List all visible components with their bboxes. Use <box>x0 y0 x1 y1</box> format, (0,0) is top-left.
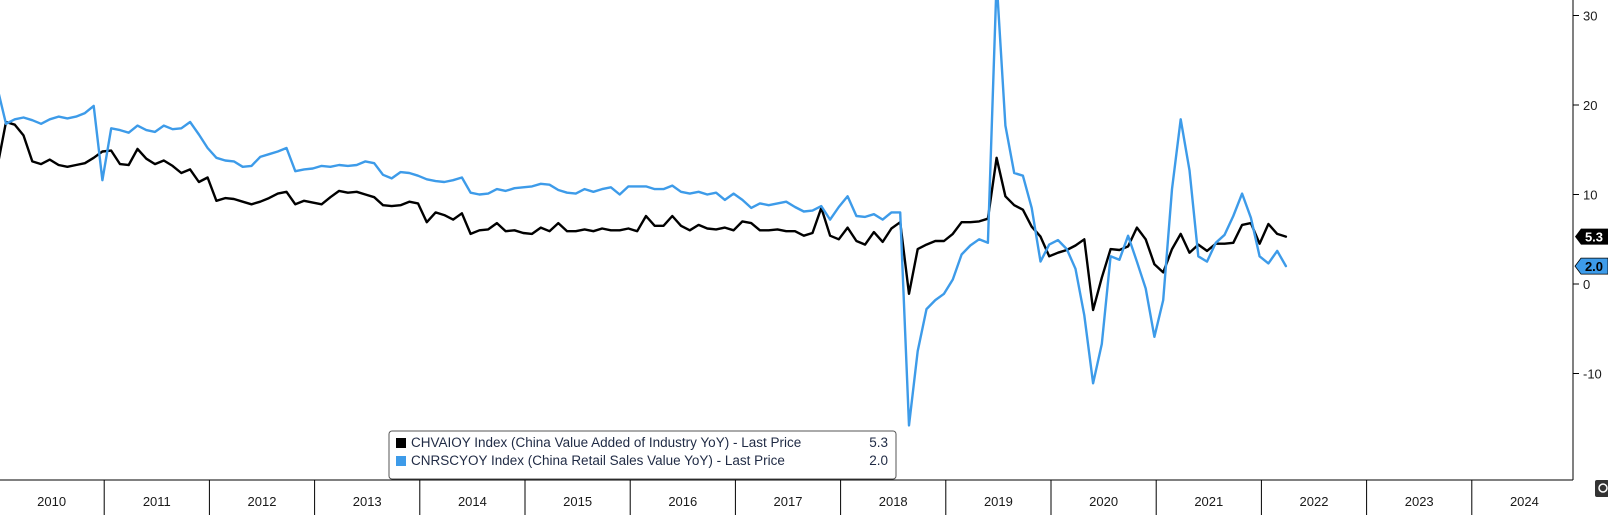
x-tick-label: 2013 <box>353 494 382 509</box>
last-price-tag-1: 5.3 <box>1575 228 1608 245</box>
chart-menu-button[interactable] <box>1595 480 1608 497</box>
series-line-2 <box>0 0 1288 427</box>
x-tick-label: 2018 <box>879 494 908 509</box>
x-tick-label: 2011 <box>143 494 171 509</box>
x-tick-label: 2016 <box>668 494 697 509</box>
legend-last-price: 2.0 <box>869 453 888 468</box>
x-tick-label: 2010 <box>37 494 66 509</box>
legend-swatch <box>396 456 406 466</box>
x-tick-label: 2015 <box>563 494 592 509</box>
x-tick-label: 2014 <box>458 494 487 509</box>
x-tick-label: 2019 <box>984 494 1013 509</box>
x-tick-label: 2023 <box>1405 494 1434 509</box>
y-tick-label: 10 <box>1583 188 1597 203</box>
legend-box <box>388 430 897 480</box>
y-tick-label: -10 <box>1583 367 1602 382</box>
y-tick-label: 20 <box>1583 98 1597 113</box>
legend: CHVAIOY Index (China Value Added of Indu… <box>388 430 897 480</box>
x-tick-label: 2024 <box>1510 494 1539 509</box>
bottom-axis: 2010 2011 2012 2013 2014 2015 2016 2017 2018 2019… <box>0 479 1573 515</box>
y-tick-label: 30 <box>1583 9 1597 24</box>
series-line-1 <box>0 120 1288 312</box>
legend-swatch <box>396 438 406 448</box>
last-price-label: 5.3 <box>1585 230 1603 245</box>
last-price-label: 2.0 <box>1585 259 1603 274</box>
legend-last-price: 5.3 <box>869 435 888 450</box>
x-tick-label: 2012 <box>248 494 277 509</box>
x-tick-label: 2017 <box>774 494 803 509</box>
x-tick-label: 2021 <box>1194 494 1223 509</box>
x-tick-label: 2020 <box>1089 494 1118 509</box>
last-price-tag-2: 2.0 <box>1574 257 1608 275</box>
plot-area <box>0 0 1288 427</box>
legend-series-name: CNRSCYOY Index (China Retail Sales Value… <box>411 453 785 468</box>
y-tick-label: 0 <box>1583 277 1590 292</box>
right-axis: 30 20 10 0 -10 5.3 2.0 <box>1572 0 1608 480</box>
menu-icon <box>1598 483 1608 493</box>
legend-series-name: CHVAIOY Index (China Value Added of Indu… <box>411 435 801 450</box>
x-tick-label: 2022 <box>1300 494 1329 509</box>
